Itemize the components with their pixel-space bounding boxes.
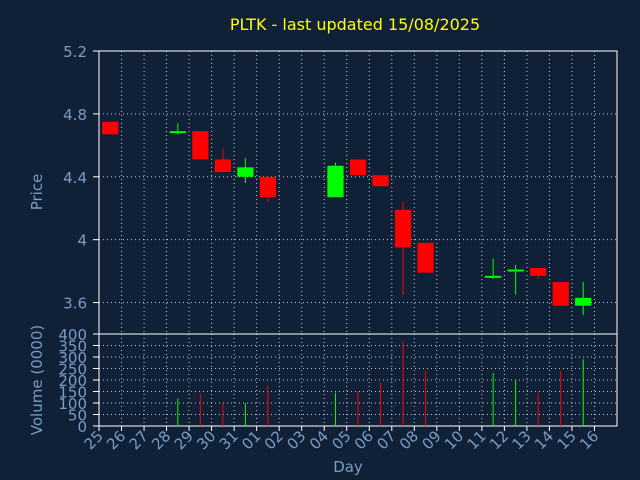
price-axis-label: Price	[28, 174, 46, 211]
volume-tick-label: 100	[58, 395, 87, 413]
volume-tick-label: 0	[77, 418, 87, 436]
volume-tick-label: 400	[58, 326, 87, 344]
candle-body	[530, 267, 547, 276]
volume-bars	[177, 340, 584, 426]
candle-body	[394, 209, 412, 248]
candle-body	[507, 269, 524, 272]
candle-body	[214, 159, 231, 173]
candle-body	[417, 242, 434, 273]
volume-tick-label: 200	[58, 372, 87, 390]
candle-body	[552, 282, 569, 306]
candle-body	[349, 159, 367, 176]
volume-axis-label: Volume (0000)	[28, 325, 46, 435]
candle-body	[192, 131, 209, 160]
candle-body	[102, 121, 119, 135]
volume-tick-label: 50	[68, 407, 87, 425]
x-axis-label: Day	[333, 458, 363, 476]
candle-body	[259, 176, 277, 198]
candle-body	[327, 165, 344, 198]
price-tick-label: 3.6	[63, 295, 87, 313]
volume-tick-label: 250	[58, 361, 87, 379]
volume-tick-label: 300	[58, 349, 87, 367]
candle-body	[575, 297, 592, 306]
price-tick-label: 4.8	[63, 106, 87, 124]
candles	[102, 121, 592, 316]
chart-title: PLTK - last updated 15/08/2025	[230, 15, 480, 34]
candle-body	[169, 131, 186, 134]
volume-tick-label: 350	[58, 338, 87, 356]
price-tick-label: 4.4	[63, 169, 87, 187]
volume-grid	[99, 333, 617, 427]
price-tick-label: 4	[77, 232, 87, 250]
x-axis: 2526272829303101020304050607080910111213…	[81, 426, 602, 453]
price-tick-label: 5.2	[63, 43, 87, 61]
candle-body	[485, 275, 502, 278]
candle-body	[372, 175, 389, 187]
volume-tick-label: 150	[58, 384, 87, 402]
price-y-axis: 5.2 4.8 4.4 4 3.6	[63, 43, 99, 313]
candle-body	[237, 167, 254, 177]
